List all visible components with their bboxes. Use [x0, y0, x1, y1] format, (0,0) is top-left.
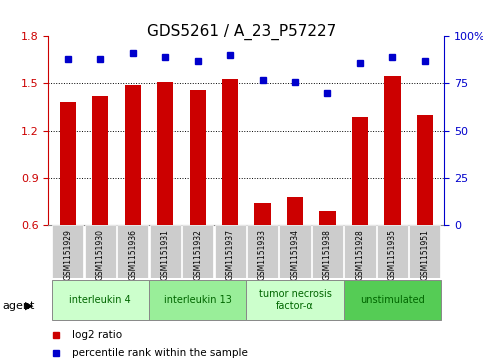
- Text: GSM1151938: GSM1151938: [323, 229, 332, 280]
- Bar: [60, 102, 76, 225]
- Bar: [157, 82, 173, 225]
- Text: GSM1151928: GSM1151928: [355, 229, 365, 280]
- Text: percentile rank within the sample: percentile rank within the sample: [72, 348, 248, 358]
- Bar: [280, 225, 311, 278]
- Text: agent: agent: [2, 301, 35, 311]
- Text: GSM1151932: GSM1151932: [193, 229, 202, 280]
- Text: GSM1151929: GSM1151929: [63, 229, 72, 280]
- Bar: [150, 225, 181, 278]
- Bar: [287, 197, 303, 225]
- Bar: [319, 211, 336, 225]
- Bar: [52, 225, 84, 278]
- Text: GSM1151934: GSM1151934: [291, 229, 299, 280]
- Bar: [189, 90, 206, 225]
- Text: GSM1151936: GSM1151936: [128, 229, 137, 280]
- Bar: [344, 225, 376, 278]
- Bar: [409, 225, 440, 278]
- Bar: [417, 115, 433, 225]
- Bar: [352, 117, 368, 225]
- Text: ▶: ▶: [25, 301, 34, 311]
- Bar: [344, 280, 441, 319]
- Text: GDS5261 / A_23_P57227: GDS5261 / A_23_P57227: [147, 24, 336, 40]
- Bar: [182, 225, 213, 278]
- Text: interleukin 13: interleukin 13: [164, 295, 231, 305]
- Bar: [246, 280, 344, 319]
- Text: interleukin 4: interleukin 4: [70, 295, 131, 305]
- Bar: [312, 225, 343, 278]
- Bar: [125, 85, 141, 225]
- Bar: [255, 203, 270, 225]
- Bar: [222, 79, 238, 225]
- Bar: [384, 76, 400, 225]
- Text: tumor necrosis
factor-α: tumor necrosis factor-α: [258, 289, 331, 311]
- Bar: [117, 225, 148, 278]
- Text: unstimulated: unstimulated: [360, 295, 425, 305]
- Bar: [247, 225, 278, 278]
- Text: GSM1151951: GSM1151951: [420, 229, 429, 280]
- Text: GSM1151933: GSM1151933: [258, 229, 267, 280]
- Bar: [52, 280, 149, 319]
- Bar: [377, 225, 408, 278]
- Text: GSM1151930: GSM1151930: [96, 229, 105, 280]
- Bar: [85, 225, 116, 278]
- Bar: [92, 96, 108, 225]
- Text: GSM1151935: GSM1151935: [388, 229, 397, 280]
- Bar: [149, 280, 246, 319]
- Bar: [214, 225, 246, 278]
- Text: GSM1151937: GSM1151937: [226, 229, 235, 280]
- Text: GSM1151931: GSM1151931: [161, 229, 170, 280]
- Text: log2 ratio: log2 ratio: [72, 330, 122, 340]
